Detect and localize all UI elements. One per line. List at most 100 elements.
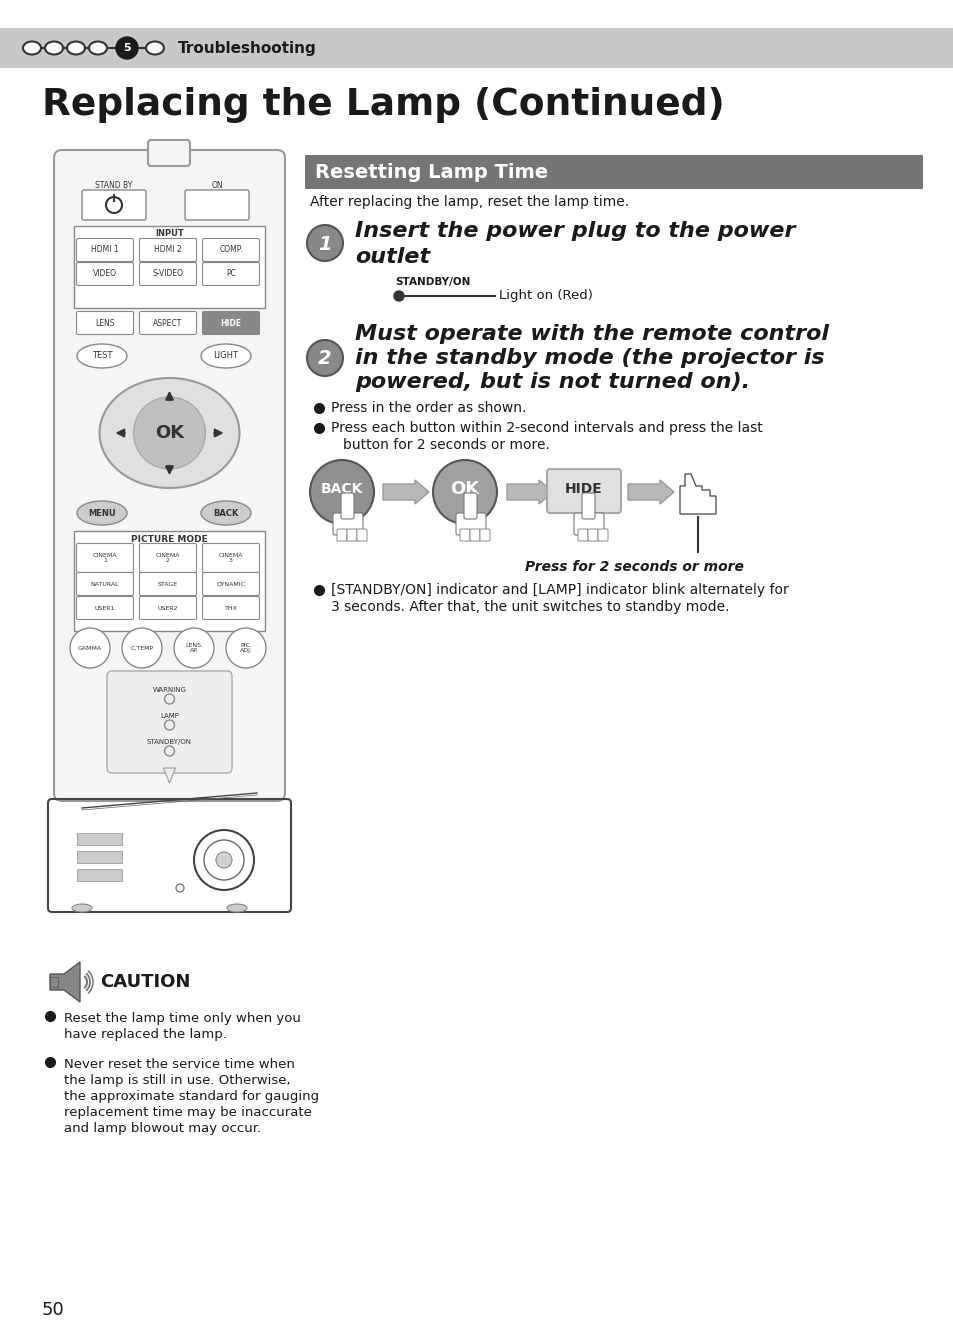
Text: CINEMA
1: CINEMA 1 (92, 553, 117, 564)
Circle shape (173, 628, 213, 668)
Ellipse shape (45, 42, 63, 55)
Text: BACK: BACK (320, 482, 363, 495)
Circle shape (307, 225, 343, 261)
FancyArrow shape (627, 479, 673, 503)
Text: outlet: outlet (355, 246, 430, 266)
Text: BACK: BACK (213, 509, 238, 517)
FancyBboxPatch shape (456, 513, 485, 536)
FancyBboxPatch shape (82, 190, 146, 220)
Text: powered, but is not turned on).: powered, but is not turned on). (355, 372, 749, 392)
FancyBboxPatch shape (598, 529, 607, 541)
FancyBboxPatch shape (202, 573, 259, 596)
Text: OK: OK (154, 424, 184, 442)
Text: GAMMA: GAMMA (78, 645, 102, 651)
Text: Press in the order as shown.: Press in the order as shown. (331, 400, 526, 415)
Text: HIDE: HIDE (564, 482, 602, 495)
Bar (50, 977, 58, 987)
Circle shape (433, 461, 497, 524)
FancyBboxPatch shape (202, 262, 259, 285)
Ellipse shape (146, 42, 164, 55)
Text: WARNING: WARNING (152, 687, 186, 694)
Text: MENU: MENU (88, 509, 115, 517)
Bar (0, 28, 953, 68)
Text: CINEMA
3: CINEMA 3 (218, 553, 243, 564)
FancyBboxPatch shape (139, 312, 196, 335)
Bar (305, 155, 923, 189)
FancyBboxPatch shape (333, 513, 363, 536)
Text: HDMI 1: HDMI 1 (91, 245, 119, 254)
Text: Resetting Lamp Time: Resetting Lamp Time (314, 162, 548, 182)
FancyBboxPatch shape (76, 573, 133, 596)
Text: button for 2 seconds or more.: button for 2 seconds or more. (343, 438, 549, 453)
FancyBboxPatch shape (76, 544, 133, 573)
Text: STANDBY/ON: STANDBY/ON (395, 277, 470, 287)
FancyBboxPatch shape (470, 529, 479, 541)
Bar (77, 852, 122, 864)
FancyBboxPatch shape (148, 141, 190, 166)
FancyBboxPatch shape (139, 262, 196, 285)
FancyBboxPatch shape (185, 190, 249, 220)
FancyBboxPatch shape (76, 238, 133, 261)
Ellipse shape (23, 42, 41, 55)
Text: have replaced the lamp.: have replaced the lamp. (64, 1028, 227, 1040)
Ellipse shape (77, 501, 127, 525)
Circle shape (215, 852, 232, 868)
Text: CINEMA
2: CINEMA 2 (155, 553, 180, 564)
FancyBboxPatch shape (76, 596, 133, 620)
Ellipse shape (77, 344, 127, 368)
FancyBboxPatch shape (54, 150, 285, 801)
FancyBboxPatch shape (347, 529, 356, 541)
Text: LAMP: LAMP (160, 712, 179, 719)
Text: Insert the power plug to the power: Insert the power plug to the power (355, 221, 795, 241)
Text: in the standby mode (the projector is: in the standby mode (the projector is (355, 348, 823, 368)
Text: Reset the lamp time only when you: Reset the lamp time only when you (64, 1012, 300, 1024)
Polygon shape (50, 961, 80, 1002)
FancyBboxPatch shape (202, 596, 259, 620)
Text: Replacing the Lamp (Continued): Replacing the Lamp (Continued) (42, 87, 724, 123)
Text: LIGHT: LIGHT (213, 352, 238, 360)
FancyBboxPatch shape (107, 671, 232, 773)
FancyBboxPatch shape (74, 226, 265, 308)
Circle shape (133, 396, 205, 469)
Text: THX: THX (224, 605, 237, 611)
Text: 5: 5 (123, 43, 131, 54)
Text: C.TEMP: C.TEMP (131, 645, 153, 651)
FancyBboxPatch shape (139, 544, 196, 573)
Text: 1: 1 (318, 234, 332, 253)
FancyBboxPatch shape (139, 596, 196, 620)
FancyBboxPatch shape (459, 529, 470, 541)
FancyBboxPatch shape (139, 573, 196, 596)
FancyBboxPatch shape (546, 469, 620, 513)
Text: 3 seconds. After that, the unit switches to standby mode.: 3 seconds. After that, the unit switches… (331, 600, 729, 615)
Ellipse shape (227, 904, 247, 912)
Text: HIDE: HIDE (220, 319, 241, 328)
FancyBboxPatch shape (479, 529, 490, 541)
FancyBboxPatch shape (578, 529, 587, 541)
Text: Light on (Red): Light on (Red) (498, 289, 592, 303)
Text: PC: PC (226, 269, 235, 279)
FancyBboxPatch shape (463, 493, 476, 520)
Polygon shape (679, 474, 716, 514)
Text: VIDEO: VIDEO (92, 269, 117, 279)
Text: LENS.
AP.: LENS. AP. (185, 643, 203, 653)
Text: Must operate with the remote control: Must operate with the remote control (355, 324, 828, 344)
Polygon shape (163, 769, 175, 783)
Text: ON: ON (211, 182, 223, 190)
Text: COMP.: COMP. (219, 245, 243, 254)
FancyBboxPatch shape (340, 493, 354, 520)
Circle shape (226, 628, 266, 668)
FancyBboxPatch shape (336, 529, 347, 541)
Circle shape (122, 628, 162, 668)
FancyBboxPatch shape (587, 529, 598, 541)
Text: Troubleshooting: Troubleshooting (178, 40, 316, 55)
FancyArrow shape (506, 479, 553, 503)
FancyBboxPatch shape (202, 238, 259, 261)
Text: Never reset the service time when: Never reset the service time when (64, 1058, 294, 1071)
Text: the approximate standard for gauging: the approximate standard for gauging (64, 1090, 319, 1103)
Circle shape (307, 340, 343, 376)
FancyBboxPatch shape (139, 238, 196, 261)
Text: TEST: TEST (91, 352, 112, 360)
Text: S-VIDEO: S-VIDEO (152, 269, 183, 279)
Text: ASPECT: ASPECT (153, 319, 182, 328)
FancyBboxPatch shape (356, 529, 367, 541)
